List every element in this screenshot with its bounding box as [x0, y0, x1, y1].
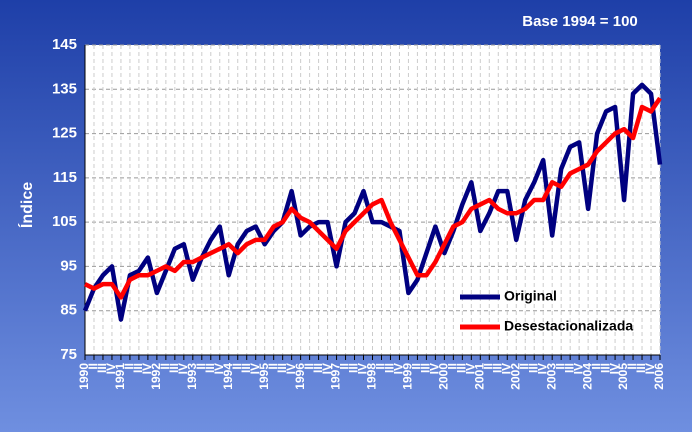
x-tick-label: II [410, 363, 424, 370]
x-tick-label: IV [104, 363, 118, 374]
x-tick-label: II [266, 363, 280, 370]
x-tick-label: 1995 [257, 363, 271, 390]
x-tick-label: III [455, 363, 469, 373]
x-tick-label: II [553, 363, 567, 370]
x-tick-label: 1991 [113, 363, 127, 390]
x-tick-label: IV [392, 363, 406, 374]
x-tick-label: 1998 [365, 363, 379, 390]
line-series [82, 82, 663, 322]
x-tick-label: II [122, 363, 136, 370]
x-tick-label: IV [248, 363, 262, 374]
x-tick-label: III [419, 363, 433, 373]
x-tick-label: 2005 [616, 363, 630, 390]
x-tick-label: IV [464, 363, 478, 374]
y-tick-label: 95 [60, 257, 77, 274]
x-tick-label: II [481, 363, 495, 370]
x-tick-label: IV [428, 363, 442, 374]
annotation: Base 1994 = 100 [522, 13, 638, 30]
y-tick-label: 145 [52, 36, 77, 53]
x-tick-label: IV [499, 363, 513, 374]
x-tick-label: 1996 [293, 363, 307, 390]
x-tick-label: III [311, 363, 325, 373]
x-tick-label: III [203, 363, 217, 373]
x-tick-label: II [158, 363, 172, 370]
y-tick-label: 105 [52, 213, 77, 230]
x-tick-label: III [526, 363, 540, 373]
x-tick-label: II [374, 363, 388, 370]
y-tick-label: 85 [60, 302, 77, 319]
legend-label: Original [504, 288, 557, 304]
x-tick-label: II [86, 363, 100, 370]
x-tick-label: 2002 [508, 363, 522, 390]
x-tick-label: III [95, 363, 109, 373]
x-tick-label: 1993 [185, 363, 199, 390]
x-tick-label: 1999 [401, 363, 415, 390]
x-tick-label: IV [140, 363, 154, 374]
x-tick-label: III [598, 363, 612, 373]
x-tick-label: II [230, 363, 244, 370]
x-tick-label: III [167, 363, 181, 373]
x-tick-label: 2003 [544, 363, 558, 390]
x-tick-label: III [634, 363, 648, 373]
x-tick-label: IV [284, 363, 298, 374]
x-tick-label: 1992 [149, 363, 163, 390]
x-tick-label: 2004 [580, 363, 594, 390]
x-tick-label: II [302, 363, 316, 370]
x-tick-label: IV [607, 363, 621, 374]
x-tick-label: 2006 [652, 363, 666, 390]
x-tick-label: II [625, 363, 639, 370]
x-tick-label: III [239, 363, 253, 373]
x-tick-label: 1994 [221, 363, 235, 390]
line-series [84, 96, 662, 300]
x-tick-label: II [517, 363, 531, 370]
x-tick-label: II [589, 363, 603, 370]
legend-label: Desestacionalizada [504, 318, 633, 334]
y-tick-label: 75 [60, 346, 77, 363]
x-tick-label: IV [176, 363, 190, 374]
y-tick-label: 125 [52, 125, 77, 142]
x-tick-label: 2000 [437, 363, 451, 390]
x-tick-label: II [338, 363, 352, 370]
x-tick-label: II [194, 363, 208, 370]
y-axis-label: Índice [17, 182, 36, 228]
x-tick-label: 1990 [77, 363, 91, 390]
x-tick-label: IV [320, 363, 334, 374]
x-tick-label: III [275, 363, 289, 373]
x-tick-label: IV [356, 363, 370, 374]
x-tick-label: IV [571, 363, 585, 374]
y-tick-label: 115 [53, 169, 77, 186]
x-tick-label: III [383, 363, 397, 373]
x-tick-label: III [490, 363, 504, 373]
x-tick-label: 2001 [472, 363, 486, 390]
x-tick-label: III [131, 363, 145, 373]
x-tick-label: III [562, 363, 576, 373]
x-tick-label: IV [643, 363, 657, 374]
x-tick-label: IV [535, 363, 549, 374]
x-tick-label: 1997 [329, 363, 343, 390]
x-tick-label: II [446, 363, 460, 370]
x-tick-label: IV [212, 363, 226, 374]
y-tick-label: 135 [52, 80, 77, 97]
x-tick-label: III [347, 363, 361, 373]
